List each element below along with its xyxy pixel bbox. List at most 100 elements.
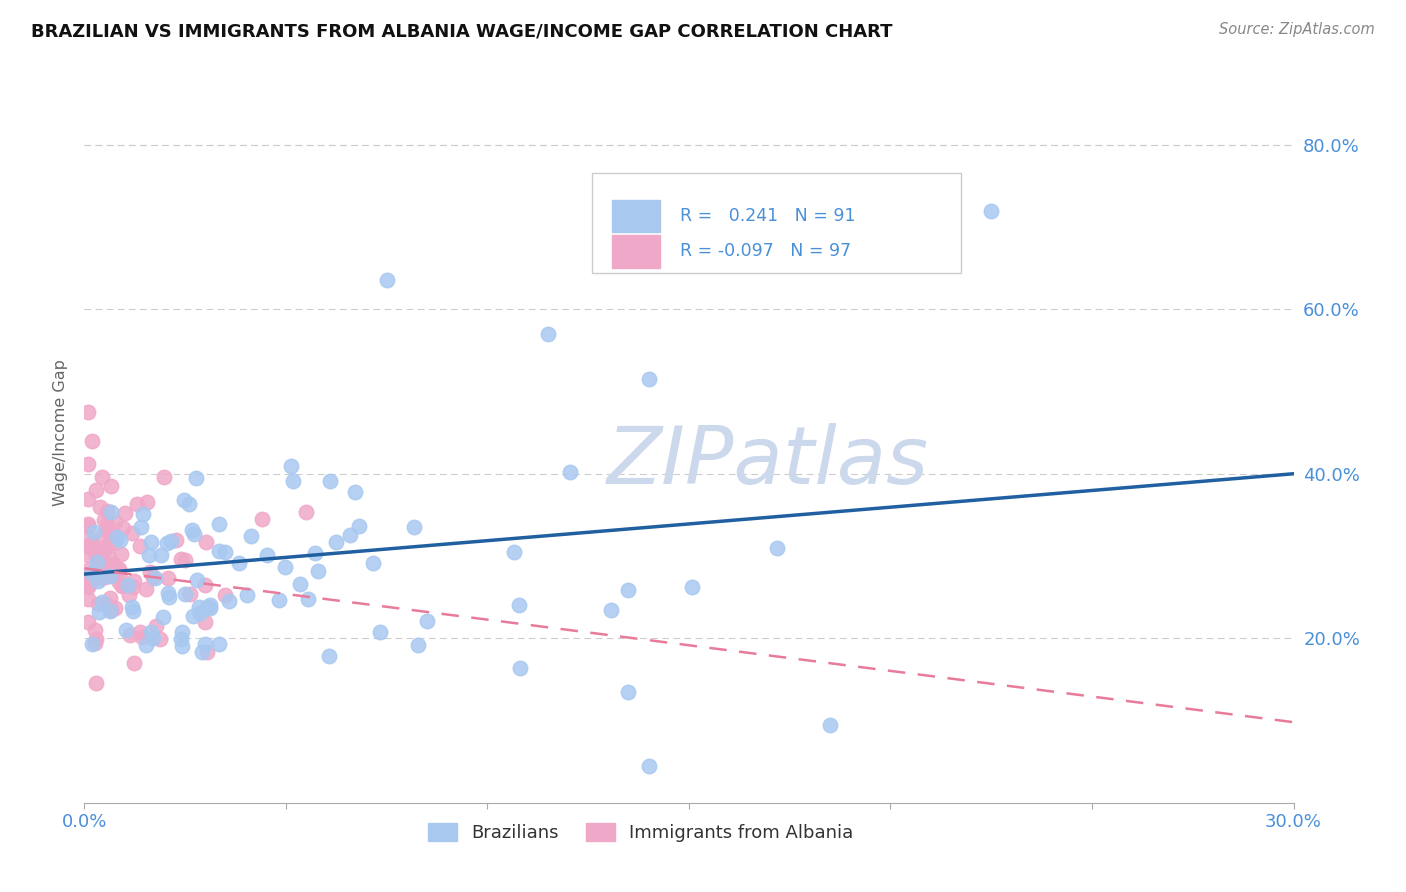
Point [375, 273, 398, 287]
Point [80, 566, 103, 580]
Point [239, 529, 262, 543]
Point [179, 587, 201, 601]
Point [138, 548, 160, 562]
Point [110, 533, 132, 547]
Point [86, 632, 108, 647]
Point [101, 565, 124, 579]
Text: R = -0.097   N = 97: R = -0.097 N = 97 [681, 243, 852, 260]
Point [82, 566, 104, 580]
Point [339, 528, 361, 542]
Point [318, 648, 340, 663]
Point [267, 593, 290, 607]
Point [297, 591, 319, 606]
Text: R =   0.241   N = 91: R = 0.241 N = 91 [681, 207, 856, 225]
Point [681, 580, 703, 594]
Point [108, 571, 131, 585]
Point [139, 565, 162, 579]
Point [218, 594, 240, 608]
Point [274, 560, 297, 574]
Point [110, 547, 132, 561]
Point [82, 637, 104, 651]
Point [103, 535, 125, 549]
Point [132, 507, 155, 521]
Point [160, 533, 183, 548]
Point [188, 607, 211, 621]
Legend: Brazilians, Immigrants from Albania: Brazilians, Immigrants from Albania [420, 815, 860, 849]
Point [118, 628, 141, 642]
Point [89, 556, 111, 570]
Point [256, 549, 278, 563]
Point [94, 570, 117, 584]
Point [79, 540, 101, 554]
Point [145, 571, 167, 585]
Point [149, 548, 172, 562]
Point [83, 565, 105, 579]
Point [136, 495, 159, 509]
Point [111, 578, 134, 592]
Point [131, 630, 153, 644]
Point [104, 515, 127, 529]
Point [122, 657, 145, 671]
Point [80, 535, 103, 549]
Point [86, 675, 108, 690]
Point [174, 552, 197, 566]
Point [304, 545, 326, 559]
Point [100, 527, 122, 541]
Point [415, 614, 437, 628]
Point [114, 506, 136, 520]
Point [142, 631, 165, 645]
Point [93, 514, 115, 528]
Point [347, 519, 370, 533]
Point [195, 645, 218, 659]
Point [96, 516, 118, 531]
Point [280, 458, 302, 473]
Point [77, 517, 100, 532]
Text: ZIPatlas: ZIPatlas [606, 423, 928, 501]
Point [508, 599, 530, 613]
Point [77, 405, 100, 419]
Point [208, 637, 231, 651]
Point [108, 562, 131, 576]
Point [307, 565, 329, 579]
Point [121, 526, 143, 541]
Point [184, 471, 207, 485]
Point [170, 632, 193, 646]
Point [98, 591, 121, 605]
Point [361, 556, 384, 570]
FancyBboxPatch shape [612, 235, 659, 268]
Point [558, 466, 581, 480]
Point [91, 553, 114, 567]
Point [77, 563, 100, 577]
Point [537, 326, 560, 341]
FancyBboxPatch shape [612, 200, 659, 232]
Point [980, 203, 1002, 218]
Point [228, 556, 250, 570]
Point [214, 545, 236, 559]
Point [117, 578, 139, 592]
Point [122, 580, 145, 594]
Point [97, 538, 120, 552]
Point [157, 591, 180, 605]
Point [77, 491, 100, 506]
Point [77, 518, 100, 533]
Point [290, 577, 312, 591]
Point [149, 632, 172, 647]
Point [90, 561, 112, 575]
Point [90, 549, 112, 564]
Point [100, 603, 122, 617]
Point [637, 372, 659, 386]
Point [100, 479, 122, 493]
Point [170, 552, 193, 566]
Point [115, 624, 138, 638]
Y-axis label: Wage/Income Gap: Wage/Income Gap [52, 359, 67, 506]
Point [82, 434, 104, 448]
Point [100, 505, 122, 519]
Point [103, 567, 125, 582]
Point [101, 558, 124, 572]
Point [617, 685, 640, 699]
Point [82, 572, 104, 586]
Point [80, 537, 103, 551]
Point [77, 591, 100, 606]
Point [93, 542, 115, 557]
Point [86, 483, 108, 498]
